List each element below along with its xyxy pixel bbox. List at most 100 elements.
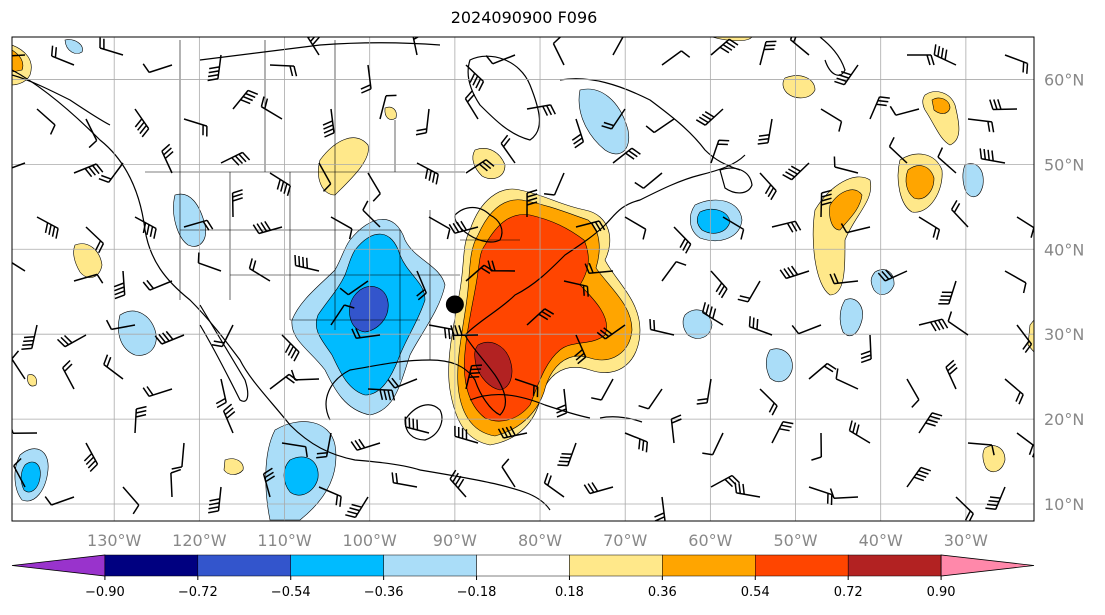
wind-barb [543,472,565,498]
wind-barb [207,54,222,82]
wind-barbs [12,37,1034,521]
wind-barb [947,311,969,336]
colorbar-tick-label: −0.90 [85,585,125,600]
wind-barb [362,200,381,228]
wind-barb [262,467,275,498]
wind-barb [782,162,810,181]
wind-barb [955,496,974,521]
wind-barb [73,273,104,284]
latitude-tick-label: 60°N [1044,70,1084,89]
wind-barb [710,270,728,299]
wind-barb [454,425,479,444]
wind-barb [464,90,479,120]
wind-barb [416,270,427,301]
wind-barb [260,96,283,120]
colorbar-tick-label: 0.18 [555,585,584,600]
wind-barb [1004,54,1029,74]
colorbar-labels: −0.90 −0.72 −0.54 −0.36 −0.18 0.18 0.36 0.54 0.7… [85,576,956,600]
wind-barb [316,432,332,459]
wind-barb [501,458,516,488]
colorbar-tick-label: −0.36 [364,585,404,600]
wind-barb [945,359,958,390]
grid-lines [12,37,1034,521]
wind-barb [487,260,516,272]
wind-barb [840,223,871,234]
wind-barb [634,172,663,189]
wind-barb [36,108,56,135]
wind-barb [673,226,692,254]
colorbar-tick-label: −0.72 [178,585,218,600]
wind-barb [557,442,577,467]
wind-barb [281,442,308,458]
wind-barb [820,189,832,218]
wind-barb [85,118,98,149]
wind-barb [12,54,26,57]
longitude-tick-label: 30°W [944,531,988,550]
wind-barb [465,364,483,390]
map-frame [11,36,1035,522]
wind-barb [497,425,528,439]
wind-barb [526,104,556,116]
wind-barb [183,118,208,137]
wind-barb [670,414,682,444]
wind-barb [889,105,920,116]
wind-barb [12,350,26,380]
wind-barb [771,420,794,444]
wind-barb [654,496,666,521]
colorbar [11,554,1035,577]
latitude-tick-label: 40°N [1044,240,1084,259]
wind-barb [829,273,859,285]
wind-barb [985,486,1006,510]
wind-barb [415,108,430,136]
wind-barb [624,216,647,240]
wind-barb [779,265,810,280]
wind-barb [387,377,418,389]
wind-barb [748,316,773,336]
wind-barb [1016,324,1033,354]
wind-barb [211,324,234,348]
wind-barb [367,172,381,202]
wind-barb [448,220,479,234]
wind-barb [391,472,418,488]
wind-barb [950,200,969,228]
wind-barb [514,378,539,398]
wind-barb [649,319,675,336]
wind-barb [848,420,871,444]
longitude-tick-label: 60°W [688,531,732,550]
yucatan [404,404,443,441]
wind-barb [918,318,949,332]
wind-barb [918,412,943,434]
wind-barb [183,219,214,231]
wind-barb [379,94,397,120]
wind-barb [231,189,243,218]
wind-barb [318,486,342,507]
wind-barb [759,172,777,201]
wind-barb [937,147,957,174]
wind-barb [142,279,173,291]
longitude-tick-label: 110°W [257,531,312,550]
wind-barb [248,258,271,282]
wind-barb [142,63,173,74]
wind-barb [661,50,691,66]
colorbar-tick-label: −0.54 [271,585,311,600]
wind-barb [791,324,822,335]
wind-barb [737,280,761,303]
wind-barb [412,37,420,56]
wind-barb [269,64,298,77]
wind-barb [44,496,75,506]
wind-barb [584,262,614,275]
wind-barb [906,466,932,488]
wind-barb [465,159,495,174]
wind-barb [661,260,687,282]
colorbar-segment [383,554,477,577]
longitude-tick-label: 130°W [87,531,142,550]
wind-barb [450,325,479,337]
wind-barb [21,324,38,350]
wind-barb [835,368,859,390]
wind-barb [591,378,614,401]
colorbar-tick-label: 0.36 [648,585,677,600]
wind-barb [197,252,222,272]
longitude-labels: 130°W 120°W 110°W 100°W 90°W 80°W 70°W 60°W 50°W… [87,531,988,550]
wind-barb [563,280,589,297]
